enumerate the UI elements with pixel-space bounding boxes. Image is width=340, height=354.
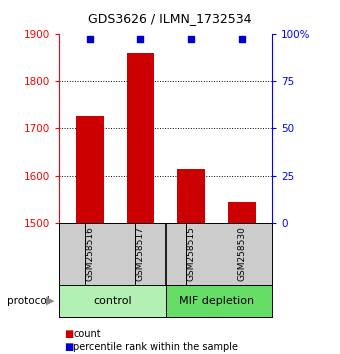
Point: [188, 36, 194, 42]
Point: [138, 36, 143, 42]
Bar: [177, 169, 205, 223]
Text: control: control: [93, 296, 132, 306]
Text: GDS3626 / ILMN_1732534: GDS3626 / ILMN_1732534: [88, 12, 252, 25]
Bar: [166, 285, 272, 317]
Text: protocol: protocol: [7, 296, 50, 306]
Bar: [76, 116, 104, 223]
Text: percentile rank within the sample: percentile rank within the sample: [73, 342, 238, 352]
Text: GSM258517: GSM258517: [136, 227, 145, 281]
Text: GSM258516: GSM258516: [85, 227, 95, 281]
Point: [239, 36, 244, 42]
Bar: [59, 285, 166, 317]
Text: ■: ■: [65, 329, 74, 339]
Text: ■: ■: [65, 342, 74, 352]
Bar: [126, 52, 154, 223]
Text: count: count: [73, 329, 101, 339]
Text: GSM258515: GSM258515: [187, 227, 196, 281]
Point: [87, 36, 92, 42]
Text: ▶: ▶: [46, 296, 54, 306]
Text: GSM258530: GSM258530: [237, 227, 246, 281]
Bar: [228, 202, 256, 223]
Text: MIF depletion: MIF depletion: [179, 296, 254, 306]
